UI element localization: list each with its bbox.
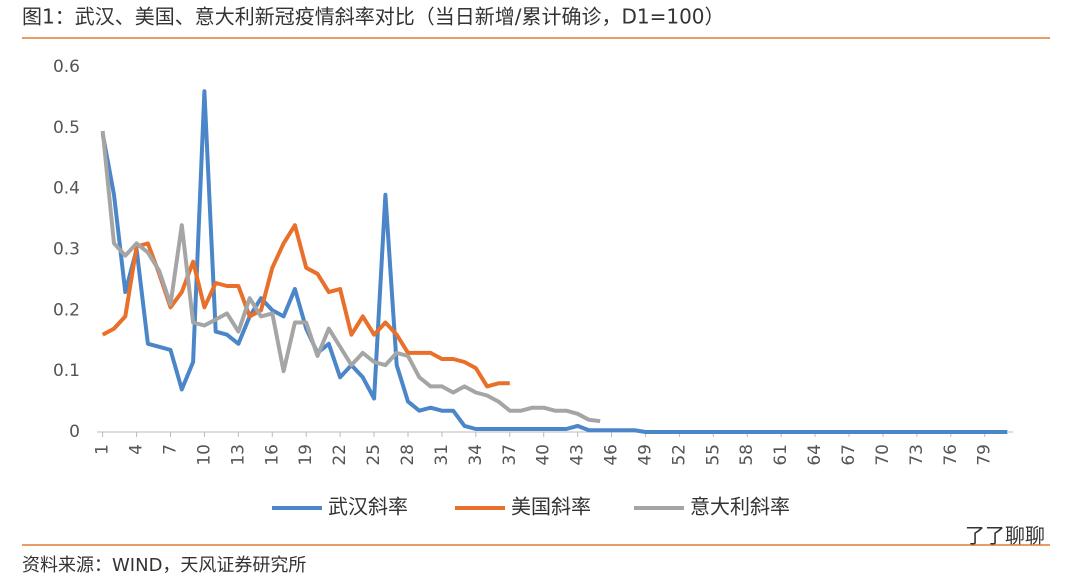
x-tick-label: 49 [635, 444, 655, 466]
legend-label: 意大利斜率 [690, 495, 790, 519]
x-tick-label: 76 [941, 444, 961, 466]
y-tick-label: 0.4 [53, 179, 80, 199]
x-tick-label: 25 [364, 444, 384, 466]
footer: 资料来源：WIND，天风证券研究所 [22, 555, 306, 576]
x-tick-label: 40 [534, 444, 554, 466]
x-tick-label: 16 [262, 444, 282, 466]
y-tick-label: 0.6 [53, 57, 80, 77]
x-tick-label: 28 [398, 444, 418, 466]
x-tick-label: 52 [669, 444, 689, 466]
x-tick-label: 10 [194, 444, 214, 466]
x-tick-label: 67 [839, 444, 859, 466]
watermark: 了了聊聊 [965, 524, 1045, 548]
x-tick-label: 13 [228, 444, 248, 466]
x-tick-label: 73 [907, 444, 927, 466]
x-tick-label: 7 [161, 444, 181, 455]
chart-title: 图1：武汉、美国、意大利新冠疫情斜率对比（当日新增/累计确诊，D1=100） [22, 5, 725, 29]
x-tick-label: 58 [737, 444, 757, 466]
x-tick-label: 61 [771, 444, 791, 466]
x-tick-label: 1 [93, 444, 113, 455]
x-tick-label: 79 [975, 444, 995, 466]
legend-label: 武汉斜率 [328, 495, 408, 519]
y-tick-label: 0.1 [53, 361, 80, 381]
y-tick-label: 0.5 [53, 118, 80, 138]
y-tick-label: 0.3 [53, 240, 80, 260]
y-tick-label: 0 [69, 422, 80, 442]
x-tick-label: 70 [873, 444, 893, 466]
x-tick-label: 22 [330, 444, 350, 466]
x-tick-label: 34 [466, 444, 486, 466]
series-line [100, 130, 601, 424]
x-tick-label: 43 [568, 444, 588, 466]
x-tick-label: 37 [500, 444, 520, 466]
x-tick-label: 4 [127, 444, 147, 455]
y-tick-label: 0.2 [53, 300, 80, 320]
x-tick-label: 55 [703, 444, 723, 466]
x-tick-label: 31 [432, 444, 452, 466]
x-tick-label: 46 [602, 444, 622, 466]
series-line [100, 89, 1008, 434]
series-line [101, 223, 510, 389]
x-tick-label: 64 [805, 444, 825, 466]
legend-label: 美国斜率 [511, 495, 591, 519]
x-tick-label: 19 [296, 444, 316, 466]
